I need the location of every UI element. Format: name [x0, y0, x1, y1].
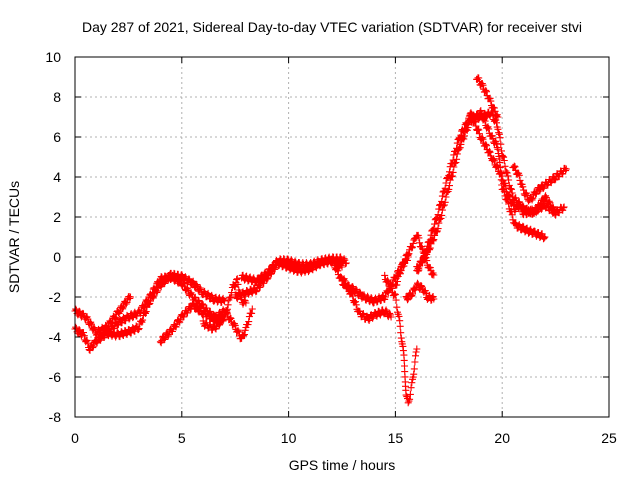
x-tick-label: 15 [388, 430, 404, 446]
series-arc-i [338, 275, 395, 324]
y-tick-label: 0 [53, 249, 61, 265]
marker-path [238, 253, 350, 287]
series-arc-e [199, 275, 250, 334]
marker-path [338, 275, 395, 324]
y-tick-label: -2 [49, 289, 62, 305]
marker-path [466, 109, 560, 219]
marker-path [473, 74, 502, 121]
y-tick-label: 2 [53, 209, 61, 225]
series-arc-j [381, 271, 421, 407]
series-arc-p [466, 109, 560, 219]
x-axis-label: GPS time / hours [289, 457, 396, 473]
x-tick-label: 0 [71, 430, 79, 446]
data-series [71, 74, 570, 407]
y-axis-label: SDTVAR / TECUs [6, 181, 22, 293]
marker-path [381, 271, 421, 407]
y-tick-label: 6 [53, 129, 61, 145]
plot-frame [74, 56, 610, 418]
series-arc-m [413, 107, 549, 272]
y-tick-label: -6 [49, 369, 62, 385]
chart-title: Day 287 of 2021, Sidereal Day-to-day VTE… [82, 19, 582, 35]
marker-path [199, 275, 250, 334]
series-arc-q [509, 162, 570, 205]
marker-path [402, 279, 438, 304]
series-arc-l [402, 279, 438, 304]
marker-path [413, 107, 549, 272]
x-tick-label: 10 [281, 430, 297, 446]
y-tick-label: 10 [45, 49, 61, 65]
y-tick-label: 8 [53, 89, 61, 105]
y-tick-label: 4 [53, 169, 61, 185]
series-arc-o [473, 74, 502, 121]
y-axis-ticks: -8 -6 -4 -2 0 2 4 6 8 10 [45, 49, 609, 425]
x-tick-label: 25 [601, 430, 617, 446]
x-tick-label: 20 [494, 430, 510, 446]
grid-lines [75, 57, 609, 417]
y-tick-label: -8 [49, 409, 62, 425]
x-axis-ticks: 0 5 10 15 20 25 [71, 57, 617, 446]
series-arc-g [238, 253, 350, 287]
y-tick-label: -4 [49, 329, 62, 345]
x-tick-label: 5 [178, 430, 186, 446]
marker-path [509, 162, 570, 205]
